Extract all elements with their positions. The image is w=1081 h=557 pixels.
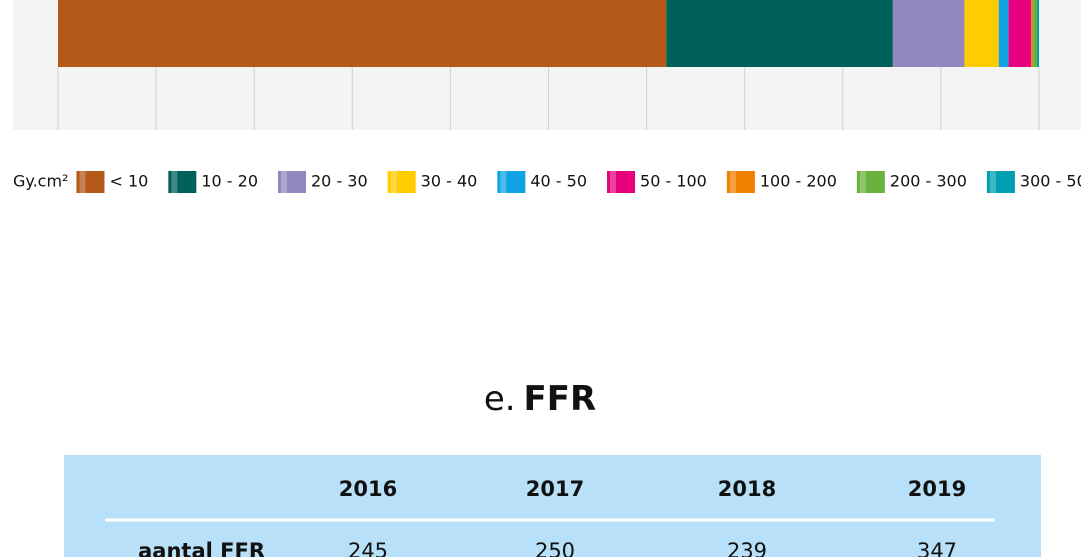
bar-segment — [58, 0, 667, 67]
row-label: aantal FFR — [138, 539, 265, 557]
legend-unit: Gy.cm² — [13, 172, 68, 191]
legend-swatch — [856, 171, 885, 193]
table-cell: 245 — [348, 539, 388, 557]
bar-segment — [1031, 0, 1034, 67]
legend-label: < 10 — [109, 172, 148, 191]
legend-swatch-shine — [989, 171, 996, 193]
legend-swatch-shine — [79, 171, 86, 193]
table-cell: 250 — [535, 539, 575, 557]
legend-label: 200 - 300 — [890, 172, 967, 191]
bar-segment — [964, 0, 999, 67]
section-prefix: e. — [484, 379, 516, 419]
legend-swatch-shine — [390, 171, 397, 193]
legend-swatch-shine — [171, 171, 178, 193]
legend-swatch — [607, 171, 636, 193]
legend-swatch — [76, 171, 105, 193]
bar-segment — [892, 0, 965, 67]
legend-swatch — [726, 171, 755, 193]
legend-label: 40 - 50 — [530, 172, 587, 191]
legend-swatch — [986, 171, 1015, 193]
legend-label: 20 - 30 — [311, 172, 368, 191]
bar-segment — [1037, 0, 1039, 67]
legend-swatch — [168, 171, 197, 193]
section-title: e. FFR — [484, 379, 596, 419]
bar-segment — [1008, 0, 1032, 67]
bar-segment — [998, 0, 1009, 67]
legend-label: 300 - 500 — [1020, 172, 1081, 191]
legend-swatch — [387, 171, 416, 193]
legend-swatch — [278, 171, 306, 193]
legend-label: 30 - 40 — [421, 172, 478, 191]
legend-label: 10 - 20 — [201, 172, 258, 191]
legend-swatch-shine — [281, 171, 287, 193]
legend-swatch-shine — [859, 171, 866, 193]
bar-segment — [1033, 0, 1038, 67]
legend-swatch — [497, 171, 526, 193]
legend-swatch-shine — [610, 171, 617, 193]
table-background — [64, 455, 1041, 557]
table-header: 2016 — [339, 477, 397, 501]
legend-label: 50 - 100 — [640, 172, 707, 191]
legend-swatch-shine — [729, 171, 736, 193]
table-cell: 347 — [917, 539, 957, 557]
bar-segment — [666, 0, 893, 67]
table-header: 2018 — [718, 477, 776, 501]
section-name: FFR — [524, 379, 597, 419]
table-header: 2019 — [908, 477, 966, 501]
table-header: 2017 — [526, 477, 584, 501]
legend-label: 100 - 200 — [760, 172, 837, 191]
table-cell: 239 — [727, 539, 767, 557]
legend-swatch-shine — [500, 171, 507, 193]
